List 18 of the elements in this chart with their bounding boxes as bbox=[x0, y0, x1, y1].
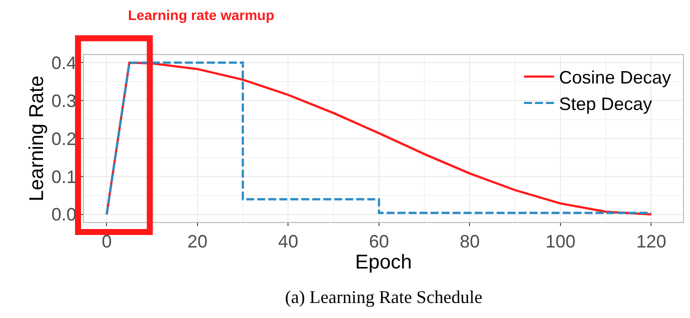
x-tick-label: 80 bbox=[460, 232, 480, 252]
legend-label: Step Decay bbox=[559, 94, 652, 114]
x-tick-label: 60 bbox=[368, 232, 389, 252]
legend-label: Cosine Decay bbox=[559, 68, 672, 88]
x-axis-title: Epoch bbox=[355, 252, 412, 274]
x-tick-label: 100 bbox=[545, 232, 576, 252]
y-tick-label: 0.4 bbox=[51, 52, 76, 73]
x-tick-label: 40 bbox=[278, 232, 298, 252]
x-tick-label: 0 bbox=[102, 232, 112, 252]
x-tick-label: 120 bbox=[636, 232, 666, 252]
y-tick-label: 0.1 bbox=[51, 166, 76, 187]
y-tick-label: 0.0 bbox=[51, 204, 76, 225]
text: (a) Learning Rate Schedule bbox=[285, 287, 482, 307]
y-tick-label: 0.3 bbox=[51, 90, 76, 111]
x-tick-label: 20 bbox=[187, 232, 208, 252]
y-tick-label: 0.2 bbox=[51, 128, 76, 149]
text: Learning rate warmup bbox=[128, 7, 274, 23]
y-axis-title: Learning Rate bbox=[26, 76, 48, 202]
